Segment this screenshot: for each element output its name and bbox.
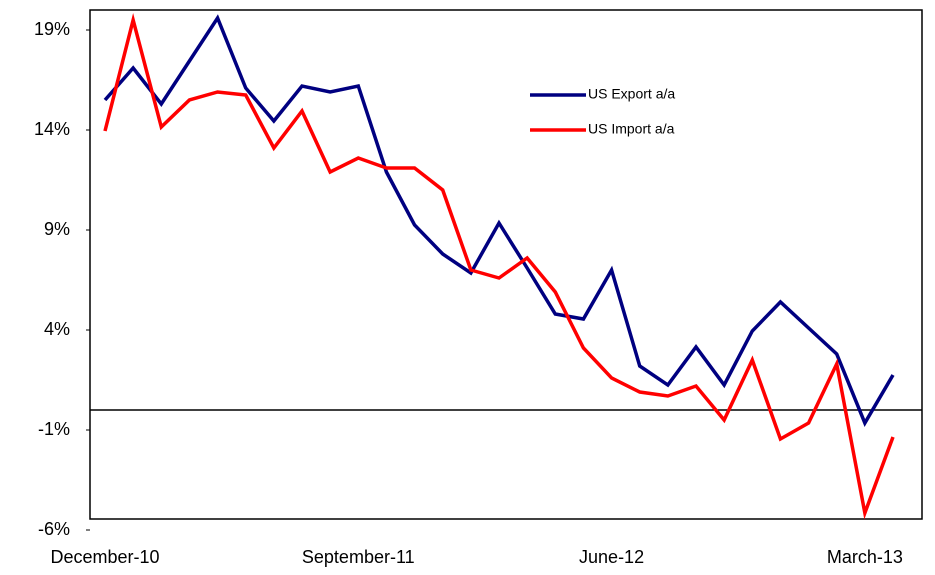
x-tick-label: September-11 [302, 547, 415, 567]
series-line [103, 14, 895, 427]
legend-label: US Import a/a [588, 121, 675, 137]
y-tick-label: -6% [38, 519, 70, 539]
y-tick-label: -1% [38, 419, 70, 439]
y-tick-label: 14% [34, 119, 70, 139]
legend-label: US Export a/a [588, 86, 675, 102]
y-tick-label: 4% [44, 319, 70, 339]
plot-frame [89, 9, 923, 520]
y-tick-label: 19% [34, 19, 70, 39]
x-tick-label: March-13 [827, 547, 903, 567]
x-tick-label: December-10 [50, 547, 159, 567]
y-tick-label: 9% [44, 219, 70, 239]
series-line [103, 13, 895, 520]
x-tick-label: June-12 [579, 547, 644, 567]
